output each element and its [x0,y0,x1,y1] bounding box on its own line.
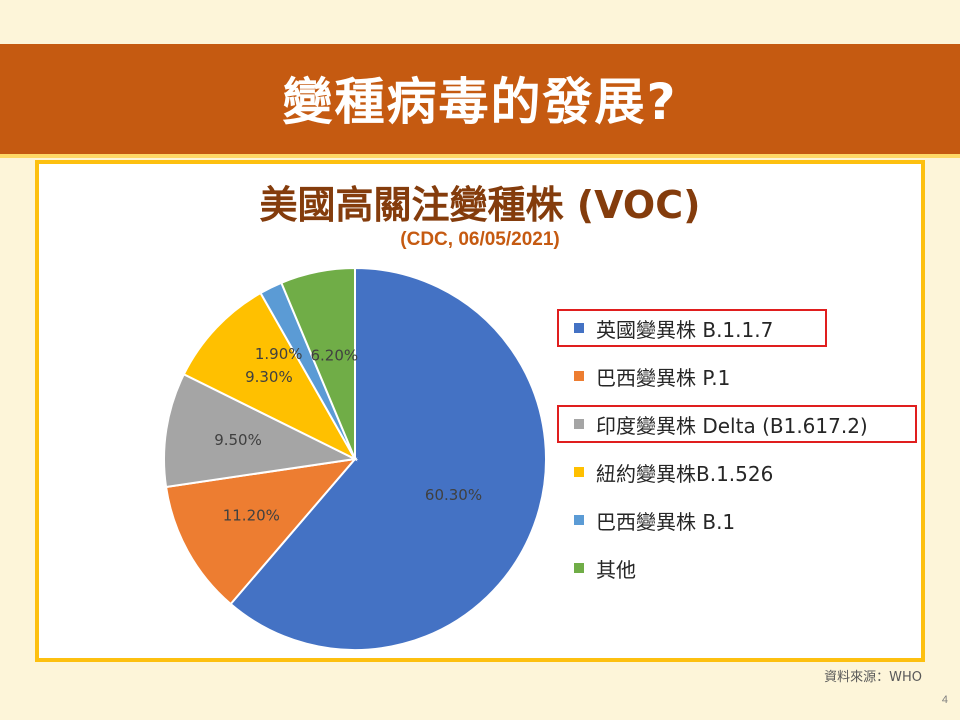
top-strip [0,0,960,44]
chart-subtitle: (CDC, 06/05/2021) [400,229,560,250]
pie-slice [182,291,358,462]
title-banner [0,44,960,158]
legend-item: 巴西變異株 P.1 [574,361,730,391]
legend-item: 巴西變異株 B.1 [574,505,735,535]
legend-swatch [574,419,584,429]
source-note: 資料來源：WHO [824,670,922,685]
pie-slice [163,372,359,489]
legend-swatch [574,371,584,381]
legend-label: 英國變異株 B.1.1.7 [596,317,774,342]
legend-item: 印度變異株 Delta (B1.617.2) [574,409,868,439]
pie-data-label: 60.30% [425,486,482,504]
pie-data-label: 9.50% [214,431,262,449]
legend-swatch [574,323,584,333]
pie-data-label: 11.20% [223,507,280,525]
legend-label: 紐約變異株B.1.526 [596,461,774,486]
legend-item: 英國變異株 B.1.1.7 [574,313,773,343]
pie-slice [280,266,356,460]
pie-data-label: 9.30% [245,368,293,386]
legend-swatch [574,467,584,477]
pie-data-label: 6.20% [311,347,359,365]
highlight-box-delta [557,405,917,443]
pie-slice [229,266,547,651]
legend-label: 巴西變異株 P.1 [596,365,731,390]
slide-title: 變種病毒的發展? [282,73,678,131]
highlight-box-uk [557,309,827,347]
legend-swatch [574,563,584,573]
legend-item: 紐約變異株B.1.526 [574,457,773,487]
pie-slice [164,457,358,606]
legend-label: 印度變異株 Delta (B1.617.2) [596,413,868,438]
legend-label: 巴西變異株 B.1 [596,509,736,534]
legend-swatch [574,515,584,525]
legend-item: 其他 [574,553,636,583]
page-number: 4 [941,694,948,706]
pie-data-label: 1.90% [255,345,303,363]
legend-label: 其他 [596,557,636,582]
chart-title: 美國高關注變種株 (VOC) [259,183,701,227]
